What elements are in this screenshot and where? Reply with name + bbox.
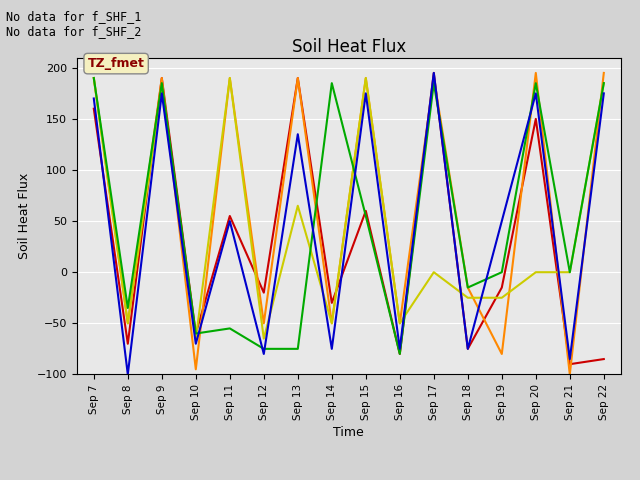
Line: SHF2: SHF2 [94, 73, 604, 374]
SHF1 [532, 116, 540, 122]
SHF4 [294, 346, 301, 352]
SHF3 [90, 75, 98, 81]
Line: SHF5: SHF5 [94, 73, 604, 374]
SHF5 [328, 346, 335, 352]
SHF5 [532, 91, 540, 96]
SHF2 [294, 75, 301, 81]
SHF4 [158, 80, 166, 86]
Line: SHF1: SHF1 [94, 73, 604, 364]
SHF1 [498, 285, 506, 290]
SHF2 [192, 366, 200, 372]
SHF5 [226, 218, 234, 224]
SHF2 [566, 372, 573, 377]
SHF5 [430, 70, 438, 76]
SHF4 [124, 305, 132, 311]
SHF4 [192, 331, 200, 336]
SHF5 [260, 351, 268, 357]
SHF3 [396, 321, 404, 326]
SHF5 [396, 346, 404, 352]
SHF1 [158, 75, 166, 81]
SHF3 [294, 203, 301, 209]
SHF1 [362, 208, 370, 214]
SHF4 [498, 269, 506, 275]
SHF1 [600, 356, 607, 362]
SHF4 [600, 80, 607, 86]
SHF3 [260, 336, 268, 341]
SHF3 [430, 269, 438, 275]
SHF3 [464, 295, 472, 300]
SHF4 [430, 80, 438, 86]
SHF3 [192, 336, 200, 341]
SHF1 [328, 300, 335, 306]
SHF4 [90, 75, 98, 81]
Line: SHF3: SHF3 [94, 78, 604, 338]
SHF2 [226, 75, 234, 81]
SHF3 [498, 295, 506, 300]
Title: Soil Heat Flux: Soil Heat Flux [292, 38, 406, 56]
SHF5 [566, 356, 573, 362]
SHF2 [498, 351, 506, 357]
SHF1 [294, 75, 301, 81]
SHF2 [90, 75, 98, 81]
SHF1 [90, 106, 98, 111]
SHF1 [430, 70, 438, 76]
SHF1 [566, 361, 573, 367]
SHF2 [464, 285, 472, 290]
SHF3 [158, 85, 166, 91]
SHF3 [124, 321, 132, 326]
SHF1 [226, 213, 234, 219]
SHF5 [90, 96, 98, 101]
SHF2 [430, 75, 438, 81]
SHF5 [124, 372, 132, 377]
SHF1 [464, 346, 472, 352]
X-axis label: Time: Time [333, 426, 364, 439]
SHF2 [532, 70, 540, 76]
SHF5 [600, 91, 607, 96]
SHF4 [532, 80, 540, 86]
SHF5 [362, 91, 370, 96]
SHF2 [260, 321, 268, 326]
SHF2 [600, 70, 607, 76]
SHF3 [226, 75, 234, 81]
Line: SHF4: SHF4 [94, 78, 604, 354]
SHF4 [362, 213, 370, 219]
SHF1 [260, 290, 268, 296]
Text: TZ_fmet: TZ_fmet [88, 57, 145, 70]
SHF5 [464, 346, 472, 352]
SHF2 [124, 321, 132, 326]
SHF3 [362, 75, 370, 81]
SHF5 [192, 341, 200, 347]
Y-axis label: Soil Heat Flux: Soil Heat Flux [18, 173, 31, 259]
SHF2 [396, 321, 404, 326]
SHF3 [328, 321, 335, 326]
SHF2 [158, 75, 166, 81]
SHF3 [532, 269, 540, 275]
SHF1 [124, 341, 132, 347]
SHF5 [498, 218, 506, 224]
SHF4 [260, 346, 268, 352]
SHF4 [464, 285, 472, 290]
SHF4 [328, 80, 335, 86]
SHF1 [396, 351, 404, 357]
SHF1 [192, 331, 200, 336]
SHF5 [158, 91, 166, 96]
SHF4 [396, 351, 404, 357]
Text: No data for f_SHF_1
No data for f_SHF_2: No data for f_SHF_1 No data for f_SHF_2 [6, 10, 142, 37]
SHF5 [294, 132, 301, 137]
SHF4 [226, 325, 234, 331]
SHF3 [600, 80, 607, 86]
SHF3 [566, 269, 573, 275]
SHF2 [362, 75, 370, 81]
SHF2 [328, 321, 335, 326]
SHF4 [566, 269, 573, 275]
